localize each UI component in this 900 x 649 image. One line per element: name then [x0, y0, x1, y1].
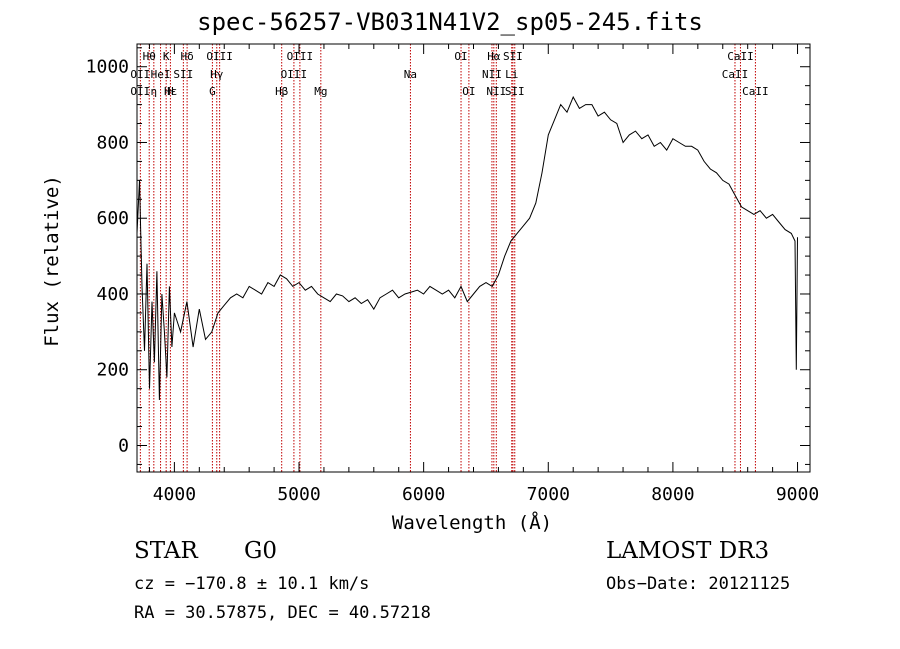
line-label: SII — [503, 50, 523, 63]
line-label: CaII — [727, 50, 754, 63]
line-label: OI — [462, 85, 475, 98]
line-label: OIII — [281, 68, 308, 81]
redshift-readout: cz = −170.8 ± 10.1 km/s — [134, 574, 370, 594]
line-label: OII — [130, 68, 150, 81]
line-label: NII — [482, 68, 502, 81]
x-tick-label: 6000 — [402, 484, 445, 505]
survey-name: LAMOST DR3 — [606, 538, 770, 564]
line-label: CaII — [722, 68, 749, 81]
y-tick-label: 200 — [96, 360, 129, 381]
line-label: η — [151, 85, 158, 98]
object-subclass: G0 — [244, 538, 278, 564]
line-label: Hγ — [210, 68, 224, 81]
line-label: CaII — [742, 85, 769, 98]
line-label: Hε — [164, 85, 177, 98]
coordinates-readout: RA = 30.57875, DEC = 40.57218 — [134, 603, 431, 623]
line-label: Hθ — [143, 50, 156, 63]
line-label: Mg — [314, 85, 327, 98]
line-label: Li — [505, 68, 518, 81]
axes: 4000 5000 6000 7000 8000 9000 0 200 400 600 800 100… — [86, 43, 819, 505]
spectrum-line — [136, 95, 798, 401]
line-label: K — [163, 50, 170, 63]
x-tick-label: 7000 — [527, 484, 570, 505]
object-class: STAR — [134, 538, 198, 564]
x-tick-label: 9000 — [776, 484, 819, 505]
line-label: H — [167, 85, 174, 98]
line-markers — [139, 44, 756, 472]
x-tick-label: 8000 — [651, 484, 694, 505]
y-tick-label: 400 — [96, 284, 129, 305]
x-tick-label: 4000 — [153, 484, 196, 505]
line-label: Hδ — [180, 50, 193, 63]
y-tick-label: 1000 — [86, 57, 129, 78]
y-tick-label: 600 — [96, 208, 129, 229]
x-tick-label: 5000 — [277, 484, 320, 505]
line-label: OII — [130, 85, 150, 98]
observation-date: Obs−Date: 20121125 — [606, 574, 791, 594]
line-label: NII — [486, 85, 506, 98]
plot-frame — [136, 43, 811, 473]
line-label: Hβ — [275, 85, 289, 98]
line-label: HeI — [151, 68, 171, 81]
line-label: OIII — [287, 50, 314, 63]
x-axis-label: Wavelength (Å) — [392, 511, 552, 534]
line-label: G — [209, 85, 216, 98]
line-label: SII — [505, 85, 525, 98]
line-label: OIII — [206, 50, 233, 63]
line-label: SII — [173, 68, 193, 81]
line-label: Na — [404, 68, 417, 81]
spectrum-series — [136, 95, 798, 401]
line-label: OI — [454, 50, 467, 63]
y-tick-label: 0 — [118, 435, 129, 456]
chart-title: spec-56257-VB031N41V2_sp05-245.fits — [197, 8, 703, 36]
y-axis-label: Flux (relative) — [41, 175, 63, 347]
line-label: Hα — [487, 50, 501, 63]
y-tick-label: 800 — [96, 132, 129, 153]
